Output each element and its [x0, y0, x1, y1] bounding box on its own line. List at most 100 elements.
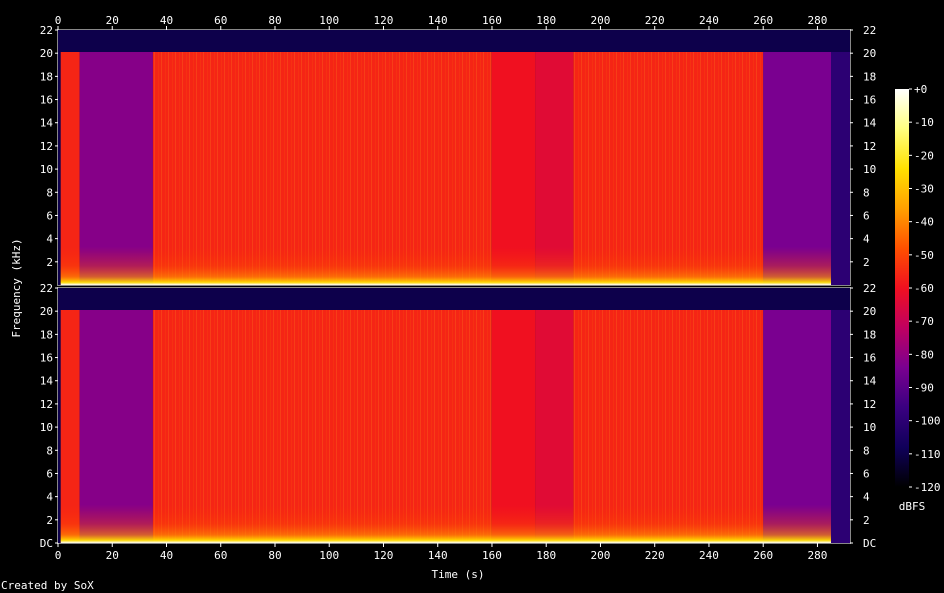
y-tick-label: 10: [863, 421, 876, 434]
colorbar-tick-label: -80: [914, 348, 934, 361]
x-tick-label: 80: [268, 14, 281, 27]
credit-text: Created by SoX: [1, 579, 94, 592]
y-tick-label: 12: [863, 398, 876, 411]
x-tick-label: 260: [753, 549, 773, 562]
y-tick-label: 20: [863, 47, 876, 60]
y-tick-label: 14: [863, 375, 877, 388]
x-tick-label: 100: [319, 549, 339, 562]
y-tick-label: DC: [40, 537, 53, 550]
y-tick-label: DC: [863, 537, 876, 550]
x-tick-label: 280: [808, 14, 828, 27]
y-tick-label: 10: [40, 421, 53, 434]
y-tick-label: 6: [863, 467, 870, 480]
y-tick-label: 16: [40, 352, 53, 365]
y-tick-label: 10: [863, 163, 876, 176]
y-tick-label: 4: [46, 233, 53, 246]
x-tick-label: 20: [106, 14, 119, 27]
colorbar-tick-label: -120: [914, 481, 941, 494]
y-tick-label: 2: [863, 514, 870, 527]
colorbar-tick-label: -60: [914, 282, 934, 295]
y-tick-label: 14: [40, 117, 54, 130]
y-tick-label: 20: [40, 305, 53, 318]
colorbar-tick-label: -20: [914, 149, 934, 162]
y-tick-label: 8: [863, 444, 870, 457]
y-axis-label: Frequency (kHz): [10, 238, 23, 337]
colorbar-tick-label: -90: [914, 382, 934, 395]
y-tick-label: 2: [46, 256, 53, 269]
y-tick-label: 4: [46, 491, 53, 504]
x-tick-label: 180: [536, 549, 556, 562]
colorbar-tick-label: -10: [914, 116, 934, 129]
x-axis-bottom: 0 20 40 60 80 100 120 140 160 180 200 220 240 260 280: [55, 543, 828, 562]
y-tick-label: 16: [40, 94, 53, 107]
colorbar-tick-label: -40: [914, 216, 934, 229]
y-tick-label: 4: [863, 233, 870, 246]
y-axis-left: 2 4 6 8 10 12 14 16 18 20 22 DC 2 4 6 8 10 12 14 16 18 20 22: [40, 24, 58, 550]
x-tick-label: 20: [106, 549, 119, 562]
y-tick-label: 20: [40, 47, 53, 60]
y-tick-label: 22: [863, 24, 876, 37]
y-tick-label: 12: [40, 140, 53, 153]
y-tick-label: 14: [863, 117, 877, 130]
y-tick-label: 22: [40, 282, 53, 295]
x-tick-label: 120: [374, 14, 394, 27]
colorbar-tick-label: -70: [914, 315, 934, 328]
x-tick-label: 220: [645, 14, 665, 27]
x-tick-label: 220: [645, 549, 665, 562]
x-tick-label: 80: [268, 549, 281, 562]
spectrogram-segment: [831, 310, 850, 543]
x-tick-label: 0: [55, 14, 62, 27]
x-tick-label: 140: [428, 14, 448, 27]
y-tick-label: 8: [46, 186, 53, 199]
low-frequency-band: [60, 473, 832, 543]
colorbar-tick-label: -50: [914, 249, 934, 262]
y-tick-label: 16: [863, 94, 876, 107]
colorbar-tick-label: -30: [914, 183, 934, 196]
x-tick-label: 160: [482, 549, 502, 562]
x-tick-label: 60: [214, 549, 227, 562]
x-tick-label: 240: [699, 549, 719, 562]
y-tick-label: 2: [46, 514, 53, 527]
y-tick-label: 22: [40, 24, 53, 37]
x-tick-label: 260: [753, 14, 773, 27]
y-axis-right: 2 4 6 8 10 12 14 16 18 20 22 DC 2 4 6 8 10 12 14 16 18 20 22: [850, 24, 877, 550]
plot-frame: [57, 287, 851, 544]
x-tick-label: 280: [808, 549, 828, 562]
x-tick-label: 140: [428, 549, 448, 562]
y-tick-label: 18: [40, 328, 53, 341]
x-tick-label: 200: [591, 14, 611, 27]
colorbar: dBFS +0 -10 -20 -30 -40 -50 -60 -70 -80 -90 -100 -1…: [895, 83, 941, 513]
x-tick-label: 40: [160, 549, 173, 562]
y-tick-label: 12: [40, 398, 53, 411]
x-axis-label: Time (s): [432, 568, 485, 581]
colorbar-tick-label: -110: [914, 448, 941, 461]
x-tick-label: 160: [482, 14, 502, 27]
y-tick-label: 6: [46, 467, 53, 480]
spectrogram-segment: [831, 52, 850, 285]
y-tick-label: 20: [863, 305, 876, 318]
y-tick-label: 8: [46, 444, 53, 457]
y-tick-label: 16: [863, 352, 876, 365]
colorbar-scale: [895, 89, 909, 487]
channel-2-plot: [57, 287, 851, 544]
y-tick-label: 4: [863, 491, 870, 504]
x-tick-label: 100: [319, 14, 339, 27]
y-tick-label: 18: [40, 70, 53, 83]
x-tick-label: 120: [374, 549, 394, 562]
y-tick-label: 8: [863, 186, 870, 199]
x-tick-label: 240: [699, 14, 719, 27]
channel-1-plot: [57, 29, 851, 286]
y-tick-label: 6: [863, 209, 870, 222]
plot-frame: [57, 29, 851, 286]
x-tick-label: 60: [214, 14, 227, 27]
x-axis-top: 0 20 40 60 80 100 120 140 160 180 200 220 240 260 280: [55, 14, 828, 30]
y-tick-label: 18: [863, 70, 876, 83]
y-tick-label: 6: [46, 209, 53, 222]
x-tick-label: 200: [591, 549, 611, 562]
x-tick-label: 40: [160, 14, 173, 27]
y-tick-label: 12: [863, 140, 876, 153]
x-tick-label: 180: [536, 14, 556, 27]
y-tick-label: 14: [40, 375, 54, 388]
y-tick-label: 22: [863, 282, 876, 295]
